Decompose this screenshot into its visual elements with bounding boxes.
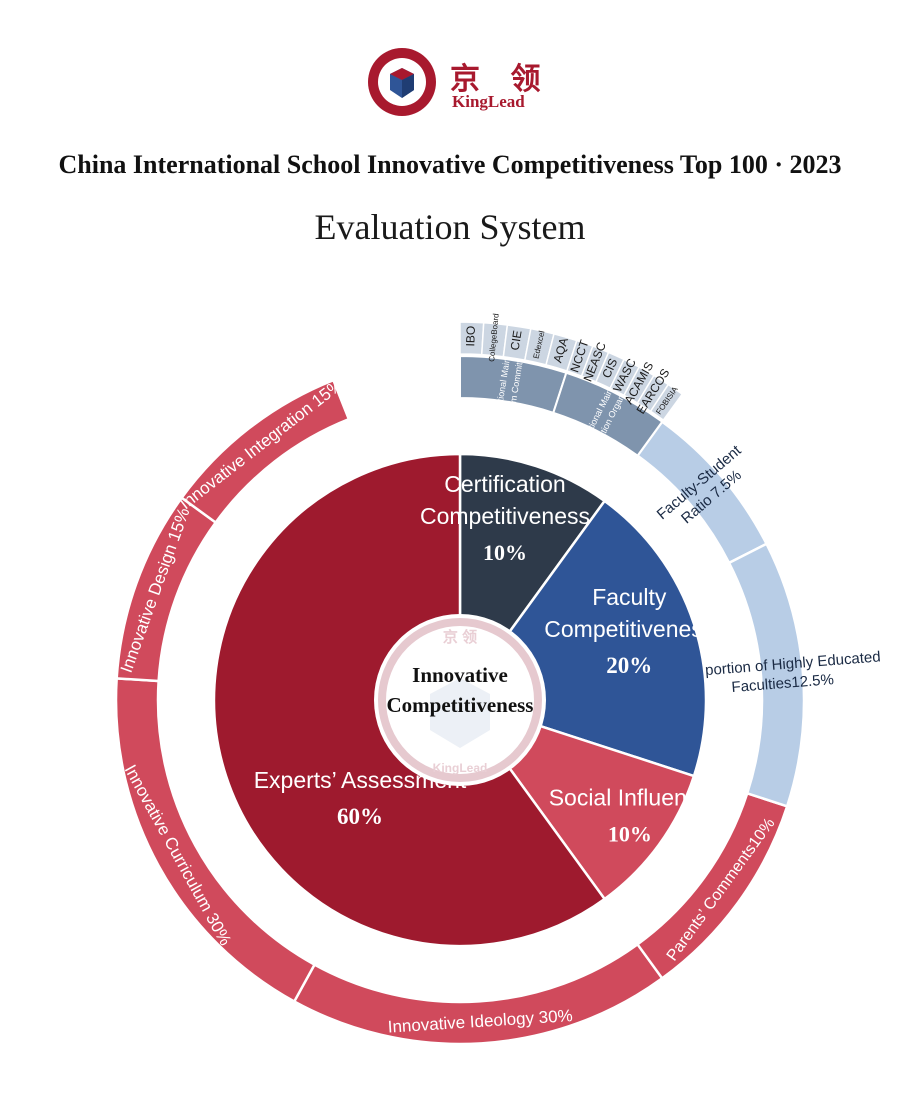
logo-chinese-text: 京 领	[450, 62, 551, 97]
slice-label-certification-1: Certification	[444, 471, 565, 497]
outer-label-social-1: Parents’ Comments10%	[664, 815, 779, 964]
kinglead-logo: 京 领 KingLead	[366, 44, 546, 120]
outer-segment-faculty-1	[635, 419, 769, 565]
center-watermark-ring	[378, 618, 542, 782]
slice-percent-social: 10%	[608, 821, 652, 846]
center-label-1: Innovative	[412, 663, 508, 687]
center-watermark-shield-icon	[430, 678, 490, 748]
slice-label-social-1: Social Influence	[549, 784, 711, 810]
outer-label-experts-4: Innovative Integration 15%	[176, 375, 347, 513]
outer-segment-faculty-2	[727, 542, 806, 808]
main-title: China International School Innovative Co…	[58, 150, 842, 179]
slice-percent-faculty: 20%	[606, 653, 652, 678]
center-watermark-en: KingLead	[433, 761, 488, 775]
slice-label-certification-2: Competitiveness	[420, 503, 590, 529]
outer-label-experts-2: Innovative Curriculum 30%	[121, 762, 236, 949]
outer-segment-certification-2	[552, 371, 664, 458]
kinglead-emblem-icon	[368, 48, 436, 116]
cert-item-label-1-5: AQA	[550, 336, 571, 364]
cert-item-label-1-1: IBO	[463, 326, 478, 347]
center-badge: 京 领 KingLead Innovative Competitiveness	[374, 614, 546, 786]
center-label-2: Competitiveness	[387, 693, 534, 717]
slice-percent-certification: 10%	[483, 540, 527, 565]
cert-item-label-1-3: CIE	[508, 329, 525, 351]
outer-segment-experts-4	[179, 378, 351, 525]
outer-segment-social-1	[635, 791, 789, 981]
slice-label-faculty-1: Faculty	[592, 584, 667, 610]
cert-item-2-7	[649, 383, 684, 422]
slice-percent-experts: 60%	[337, 804, 383, 829]
chart-subtitle: Evaluation System	[314, 207, 586, 247]
logo-english-text: KingLead	[452, 92, 525, 111]
center-watermark-zh: 京 领	[443, 628, 477, 646]
slice-label-faculty-2: Competitiveness	[544, 616, 714, 642]
